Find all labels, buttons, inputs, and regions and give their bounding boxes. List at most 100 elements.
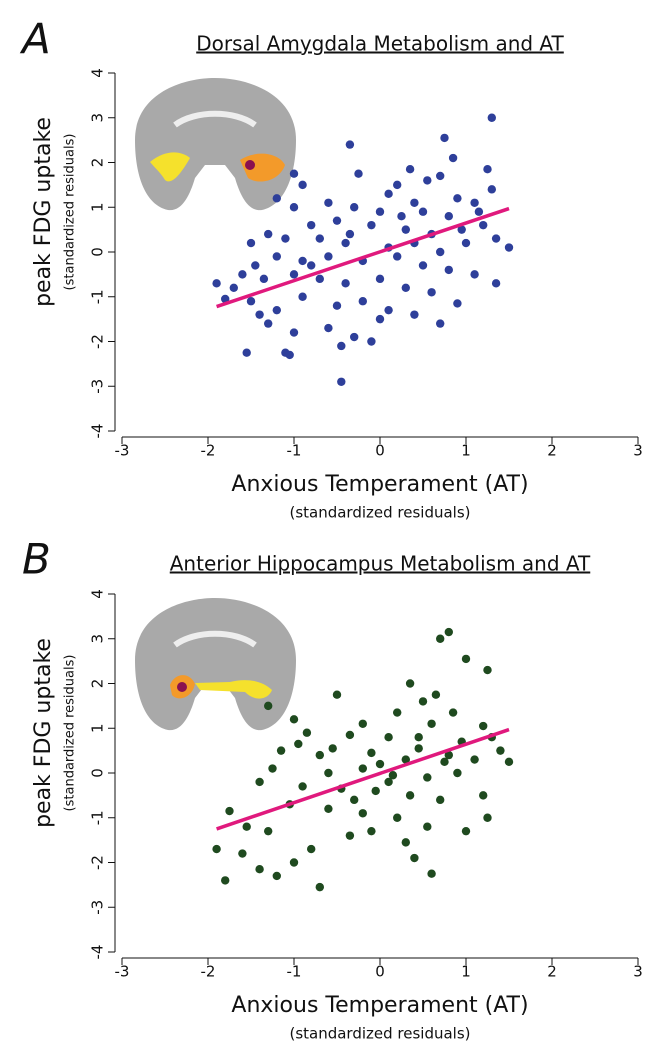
y-tick-label: -1 [89,289,107,304]
y-tick-label: -2 [89,855,107,870]
y-axis-label: peak FDG uptake [31,638,56,828]
point [264,826,273,836]
point [436,319,445,328]
point [414,744,423,753]
x-tick-label: -2 [201,442,216,460]
point [367,337,376,346]
x-tick-label: 2 [547,442,557,460]
point [444,265,453,275]
point [341,279,350,288]
point [470,198,479,207]
point [358,297,367,306]
point [345,730,355,740]
point [358,719,367,728]
point [315,750,324,760]
point [367,826,376,836]
x-tick-label: 1 [461,963,471,981]
point [410,853,419,863]
point [337,341,346,351]
point [423,176,432,185]
y-tick-label: 1 [89,202,107,212]
y-tick-label: 3 [89,113,107,123]
point [384,733,393,742]
point [414,733,423,742]
y-tick-label: -1 [89,810,107,825]
brain-shape [135,78,296,211]
point [255,865,264,874]
point [410,310,419,319]
x-tick-label: -1 [287,963,302,981]
point [453,194,462,203]
point [315,234,324,243]
y-axis-sublabel: (standardized residuals) [63,655,78,812]
point [384,777,393,787]
point [350,203,359,212]
point [436,634,445,643]
point [212,844,221,854]
point [401,225,410,234]
point [393,252,402,261]
point [401,283,410,292]
point [221,294,230,304]
point [358,809,367,818]
point [345,229,355,239]
point [276,746,286,755]
point [384,305,393,315]
point [418,697,428,706]
point [427,719,436,728]
point [491,234,501,243]
point [436,247,445,257]
point [423,822,432,831]
point [470,755,479,764]
y-tick-label: -3 [89,900,107,915]
point [427,869,436,878]
point [332,690,342,699]
point [375,207,385,216]
point [491,279,501,288]
point [375,314,385,324]
point [238,270,247,279]
x-tick-label: 1 [461,442,471,460]
point [324,768,333,778]
point [272,871,281,881]
point [289,715,299,724]
fit-line [216,727,510,831]
point [281,234,290,243]
x-axis-label: Anxious Temperament (AT) [231,472,528,497]
point [212,279,221,288]
point [479,791,488,800]
x-tick-label: -3 [115,442,130,460]
point [298,180,307,190]
point [302,728,312,737]
point [298,256,307,266]
point [221,876,230,885]
y-tick-label: -4 [89,424,107,439]
y-tick-label: -3 [89,379,107,394]
point [444,212,453,221]
x-tick-label: -2 [201,963,216,981]
x-tick-label: 2 [547,963,557,981]
point [345,831,355,840]
point [436,795,445,805]
point [375,759,385,769]
chart-title: Anterior Hippocampus Metabolism and AT [170,552,591,576]
y-tick-label: 4 [89,68,107,78]
point [487,185,496,194]
point [487,113,496,122]
point [474,207,484,216]
y-tick-label: 2 [89,158,107,168]
point [470,270,479,279]
point [375,274,385,284]
brain-detail [173,630,257,648]
point [315,274,324,284]
point [289,169,299,178]
point [461,238,471,248]
point [255,310,264,319]
point [504,243,514,252]
fit-line [216,206,510,309]
point [272,305,281,315]
point [444,750,453,760]
x-tick-label: 3 [633,442,643,460]
y-tick-label: 1 [89,723,107,733]
